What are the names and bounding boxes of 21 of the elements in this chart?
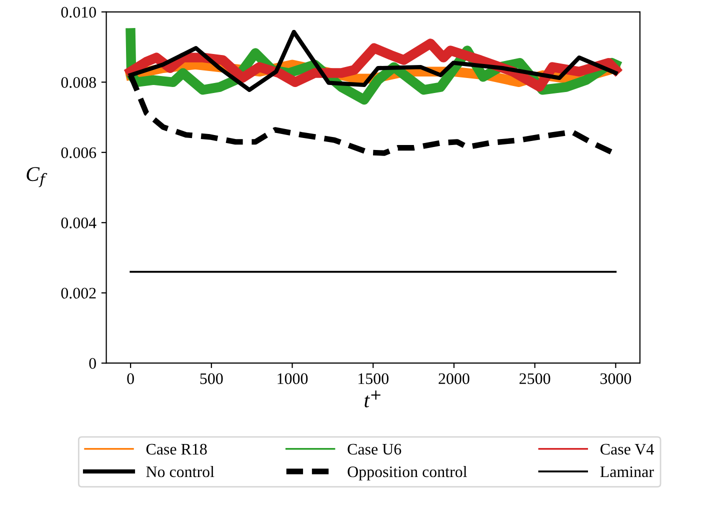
legend-label: Laminar [600, 466, 654, 478]
legend-label: Case V4 [600, 444, 654, 455]
y-tick-label: 0.008 [61, 77, 96, 88]
y-tick-label: 0.010 [61, 6, 96, 18]
x-tick-label: 500 [200, 373, 223, 384]
x-axis-title: t$^{+}$ [364, 390, 380, 408]
y-tick-label: 0.002 [61, 288, 96, 299]
x-tick-label: 1000 [278, 373, 308, 384]
x-tick-label: 2500 [520, 373, 550, 384]
legend-label: Opposition control [348, 466, 467, 480]
legend-label: Case U6 [348, 444, 402, 455]
x-tick-label: 2000 [438, 373, 470, 384]
y-tick-label: 0.006 [61, 147, 96, 158]
legend-label: Case R18 [146, 444, 207, 455]
x-tick-label: 1500 [358, 373, 388, 384]
legend-label: No control [146, 466, 214, 478]
y-tick-label: 0.004 [61, 218, 96, 228]
x-tick-label: 3000 [600, 373, 632, 384]
y-tick-label: 0 [89, 358, 96, 369]
y-axis-title: C$_{f}$ [26, 167, 48, 188]
x-tick-label: 0 [127, 373, 134, 384]
